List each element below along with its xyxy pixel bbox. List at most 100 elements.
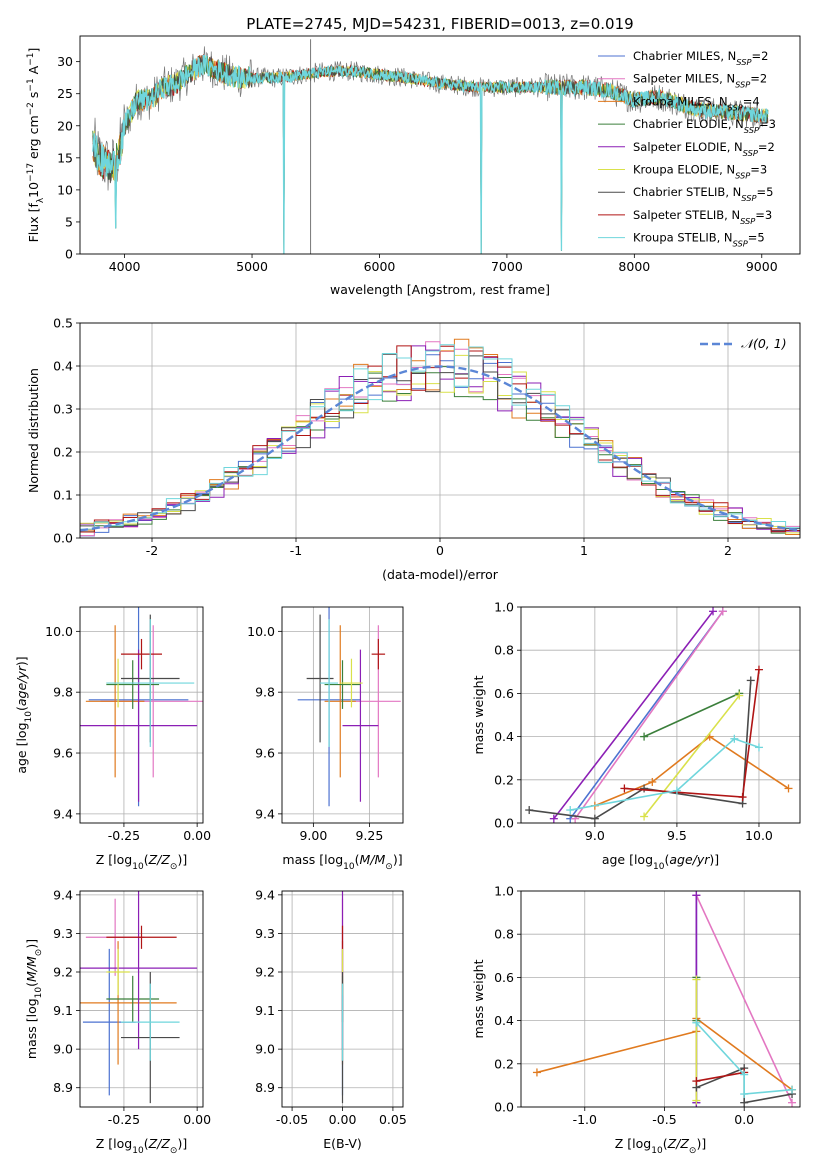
- x-tick-label: 4000: [109, 259, 141, 274]
- x-tick-label: 5000: [236, 259, 268, 274]
- y-axis-label: mass weight: [471, 959, 486, 1038]
- x-tick-label: -0.5: [652, 1112, 676, 1127]
- y-tick-label: 0.3: [53, 402, 73, 417]
- y-tick-label: 0.5: [53, 316, 73, 331]
- histogram-step: [80, 344, 800, 537]
- age-vs-mass-panel: 9.00 9.25 9.4 9.6 9.8 10.0 mass [log10(M/M⊙)]: [247, 606, 404, 872]
- weight-line: [570, 737, 760, 811]
- y-tick-label: 9.1: [53, 1003, 73, 1018]
- legend-entry: Kroupa STELIB, NSSP=5: [633, 231, 765, 249]
- histogram-step: [80, 345, 800, 537]
- axes-frame: [79, 890, 204, 1108]
- x-tick-label: 10.0: [745, 828, 773, 843]
- histograms: [80, 338, 800, 537]
- axes-frame: [520, 606, 801, 824]
- y-tick-label: 9.3: [255, 926, 275, 941]
- y-tick-label: 10.0: [247, 624, 275, 639]
- figure-title: PLATE=2745, MJD=54231, FIBERID=0013, z=0…: [246, 15, 633, 33]
- x-tick-label: 0: [436, 543, 444, 558]
- x-axis-label: E(B-V): [323, 1136, 362, 1151]
- weight-vs-age-panel: 9.0 9.5 10.0 0.0 0.2 0.4 0.6 0.8 1.0 mass weight a…: [471, 600, 801, 872]
- axes-frame: [520, 890, 801, 1108]
- x-axis-label: Z [log10(Z/Z⊙)]: [96, 852, 187, 872]
- legend-entry: Kroupa MILES, NSSP=4: [633, 94, 760, 112]
- x-axis-label: Z [log10(Z/Z⊙)]: [96, 1136, 187, 1156]
- y-tick-label: 1.0: [494, 600, 514, 615]
- x-axis-label: mass [log10(M/M⊙)]: [282, 852, 402, 872]
- y-axis-label: Normed distribution: [26, 368, 41, 493]
- legend-entry: Salpeter STELIB, NSSP=3: [633, 208, 772, 226]
- legend-entry: 𝒩(0, 1): [741, 336, 787, 351]
- y-tick-label: 9.4: [53, 887, 73, 902]
- axes-frame: [79, 35, 801, 255]
- y-tick-label: 9.3: [53, 926, 73, 941]
- y-axis-label: mass [log10(M/M⊙)]: [24, 939, 44, 1059]
- y-tick-label: 5: [65, 214, 73, 229]
- y-tick-label: 0.4: [494, 1013, 514, 1028]
- y-tick-label: 30: [57, 54, 73, 69]
- y-tick-label: 9.1: [255, 1003, 275, 1018]
- y-tick-label: 0.0: [494, 816, 514, 831]
- x-tick-label: -0.25: [108, 1112, 140, 1127]
- error-bars: [80, 607, 203, 807]
- x-tick-label: 0.00: [329, 1112, 357, 1127]
- axes-frame: [79, 606, 204, 824]
- x-tick-label: 9.25: [355, 828, 383, 843]
- x-tick-label: 0.0: [734, 1112, 754, 1127]
- x-tick-label: 0.00: [183, 828, 211, 843]
- y-tick-label: 0.2: [494, 772, 514, 787]
- spectrum-lines: [92, 39, 769, 254]
- x-tick-label: -1.0: [573, 1112, 597, 1127]
- spectrum-panel: 4000 5000 6000 7000 8000 9000 0 5 10 15 20 25 30 wave…: [26, 35, 801, 297]
- x-tick-label: 7000: [491, 259, 523, 274]
- y-tick-label: 0.6: [494, 686, 514, 701]
- legend-entry: Kroupa ELODIE, NSSP=3: [633, 163, 767, 181]
- y-tick-label: 0.0: [53, 531, 73, 546]
- x-tick-label: 2: [724, 543, 732, 558]
- weight-line: [695, 894, 793, 1104]
- x-axis-label: (data-model)/error: [382, 567, 499, 582]
- legend-entry: Salpeter ELODIE, NSSP=2: [633, 140, 775, 158]
- legend-entry: Chabrier MILES, NSSP=2: [633, 49, 768, 67]
- y-tick-label: 0.2: [53, 445, 73, 460]
- model-spectrum-line: [92, 54, 769, 254]
- y-tick-label: 25: [57, 86, 73, 101]
- weight-line: [643, 695, 740, 818]
- y-axis-label: mass weight: [471, 675, 486, 754]
- y-tick-label: 1.0: [494, 884, 514, 899]
- x-tick-label: -0.25: [108, 828, 140, 843]
- legend-entry: Chabrier STELIB, NSSP=5: [633, 185, 773, 203]
- error-bars: [80, 891, 198, 1104]
- weight-line: [695, 1022, 793, 1095]
- y-tick-label: 0.8: [494, 643, 514, 658]
- weight-line: [643, 692, 740, 738]
- y-tick-label: 9.2: [53, 965, 73, 980]
- x-tick-label: -1: [290, 543, 302, 558]
- y-tick-label: 0.4: [53, 359, 73, 374]
- y-tick-label: 0.0: [494, 1100, 514, 1115]
- weight-line: [594, 735, 789, 807]
- y-tick-label: 0.6: [494, 970, 514, 985]
- y-tick-label: 15: [57, 150, 73, 165]
- y-tick-label: 10.0: [45, 624, 73, 639]
- x-tick-label: 9000: [746, 259, 778, 274]
- mass-vs-Z-panel: -0.25 0.00 8.9 9.0 9.1 9.2 9.3 9.4 Z [log10(Z/Z⊙…: [24, 887, 211, 1156]
- weight-lines: [525, 607, 793, 823]
- y-tick-label: 9.8: [53, 685, 73, 700]
- y-tick-label: 0: [65, 247, 73, 262]
- legend-entry: Chabrier ELODIE, NSSP=3: [633, 117, 776, 135]
- axes-frame: [79, 322, 801, 539]
- y-tick-label: 0.4: [494, 729, 514, 744]
- residuals-panel: -2 -1 0 1 2 0.0 0.1 0.2 0.3 0.4 0.5 (data-model)/er…: [26, 316, 801, 582]
- gaussian-curve: [80, 365, 800, 532]
- weight-vs-Z-panel: -1.0 -0.5 0.0 0.0 0.2 0.4 0.6 0.8 1.0 mass weight…: [471, 884, 801, 1156]
- weight-line: [553, 610, 714, 820]
- error-bars: [297, 607, 401, 807]
- x-axis-label: age [log10(age/yr)]: [602, 852, 719, 872]
- x-tick-label: 9.5: [667, 828, 687, 843]
- y-tick-label: 9.6: [53, 746, 73, 761]
- age-vs-Z-panel: -0.25 0.00 9.4 9.6 9.8 10.0 Z [log10(Z/Z⊙)] age…: [14, 606, 211, 872]
- spectrum-legend: Chabrier MILES, NSSP=2 Salpeter MILES, NS…: [598, 49, 776, 249]
- y-tick-label: 9.6: [255, 746, 275, 761]
